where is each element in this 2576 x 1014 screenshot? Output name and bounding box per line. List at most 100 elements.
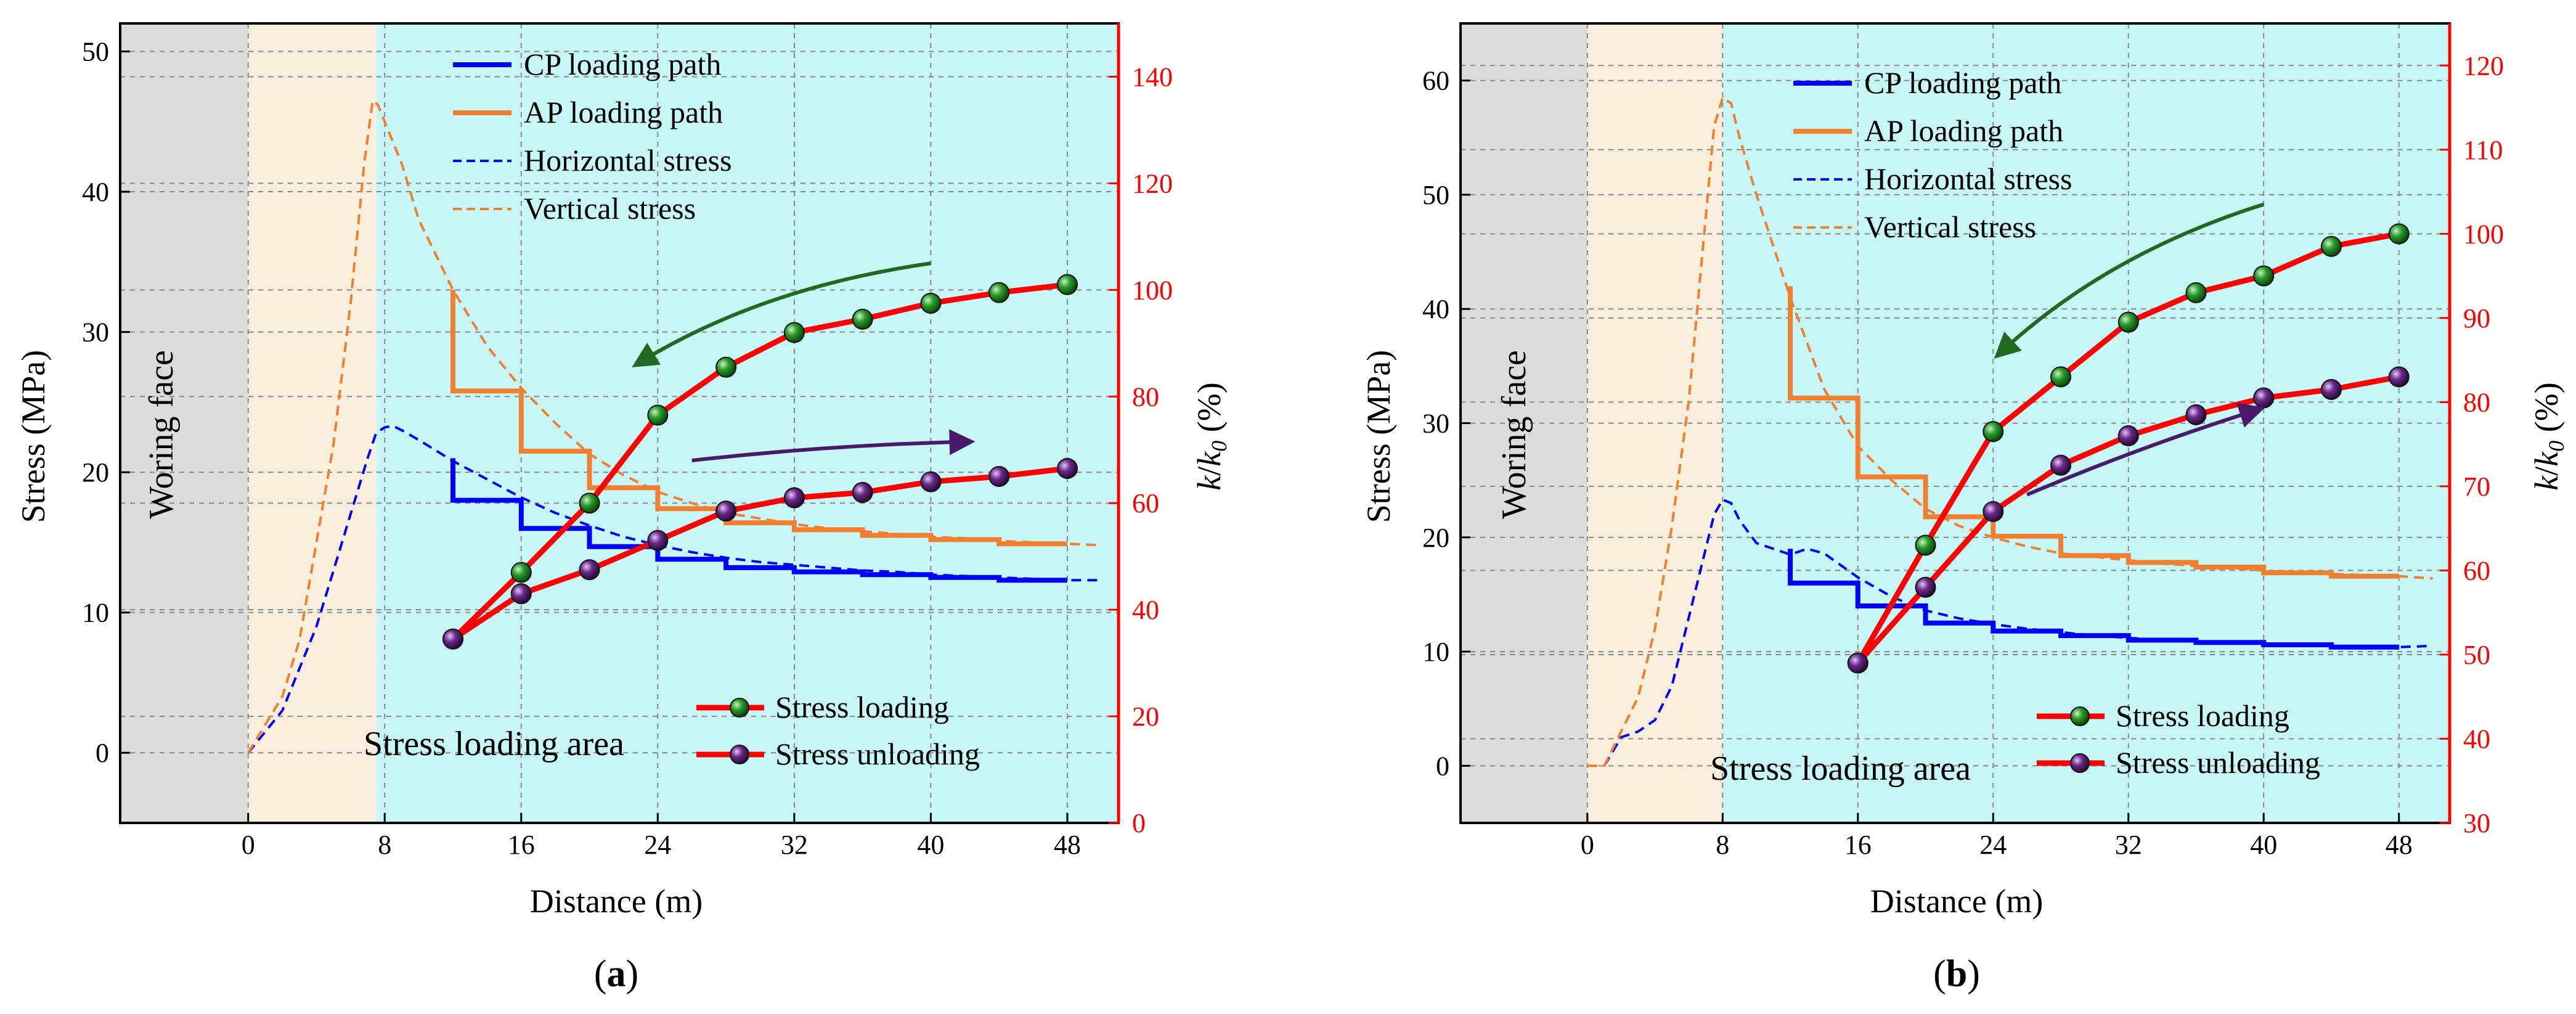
panel-label: (a): [594, 953, 638, 995]
x-tick-label: 8: [378, 830, 391, 860]
panel-a: Distance (m) Stress (MPa) k/k0 (%) (a) W…: [15, 22, 1231, 995]
stress-loading-area-label: Stress loading area: [364, 725, 624, 763]
cp-loading-path-line: [450, 458, 1067, 583]
horizontal-stress-line: [247, 425, 1102, 754]
y2-tick-label: 40: [1132, 595, 1159, 625]
x-tick-label: 24: [1979, 830, 2007, 860]
y2-tick-label: 90: [2463, 303, 2490, 333]
x-tick-label: 16: [1844, 830, 1872, 860]
stress-loading-area-label: Stress loading area: [1710, 750, 1971, 788]
y-tick-label: 30: [82, 317, 109, 348]
stress-unloading-point: [1056, 457, 1078, 479]
y2-tick-label: 0: [1132, 808, 1146, 838]
stress-loading-point: [2185, 282, 2207, 303]
legend-entry: Stress loading: [2116, 698, 2289, 733]
stress-loading-point: [852, 308, 873, 330]
y2-tick-label: 120: [1132, 168, 1173, 198]
y2-tick-label: 40: [2463, 724, 2490, 754]
stress-unloading-point: [442, 628, 463, 650]
stress-unloading-point: [783, 487, 805, 509]
vertical-stress-line: [1587, 96, 2433, 767]
y-tick-label: 10: [1422, 637, 1449, 667]
y2-tick-label: 70: [2463, 472, 2490, 502]
legend-top: CP loading path AP loading path Horizontal…: [1793, 65, 2072, 244]
x-tick-label: 48: [2386, 830, 2413, 860]
x-axis-label: Distance (m): [530, 883, 703, 920]
stress-loading-point: [579, 493, 600, 514]
x-tick-label: 32: [781, 830, 808, 860]
y2-axis-label: k/k0 (%): [1191, 382, 1231, 490]
legend-top: CP loading path AP loading path Horizontal…: [453, 47, 732, 226]
y2-tick-label: 100: [2463, 219, 2504, 249]
legend-entry: Vertical stress: [524, 191, 696, 226]
vertical-stress-line: [247, 98, 1102, 754]
working-face-zone: [120, 23, 248, 823]
y2-tick-label: 110: [2463, 135, 2503, 165]
stress-loading-point: [2388, 223, 2410, 245]
x-tick-label: 48: [1054, 830, 1081, 860]
legend-entry: AP loading path: [524, 95, 723, 129]
stress-unloading-point: [2050, 454, 2071, 476]
panel-b: Distance (m) Stress (MPa) k/k0 (%) (b) W…: [1360, 22, 2569, 995]
y-tick-label: 60: [1422, 66, 1449, 96]
stress-unloading-point: [1983, 501, 2004, 522]
y2-tick-label: 80: [2463, 387, 2490, 417]
working-face-label: Woring face: [142, 350, 181, 519]
stress-loading-point: [2117, 311, 2139, 333]
y2-tick-label: 140: [1132, 62, 1173, 92]
y-tick-label: 40: [82, 177, 109, 207]
stress-unloading-point: [988, 465, 1010, 487]
stress-loading-point: [1915, 534, 1936, 556]
panel-label: (b): [1933, 953, 1980, 995]
legend-marker: [730, 698, 749, 718]
x-axis-label: Distance (m): [1870, 883, 2043, 920]
x-tick-label: 0: [1581, 830, 1594, 860]
stress-loading-point: [2320, 235, 2342, 257]
ap-loading-path-line: [450, 290, 1067, 547]
transition-zone: [248, 23, 377, 823]
y-tick-label: 0: [1436, 751, 1449, 781]
stress-unloading-point: [2185, 404, 2207, 425]
legend-entry: Vertical stress: [1864, 210, 2036, 244]
legend-entry: Stress loading: [775, 690, 949, 724]
y-tick-label: 50: [82, 37, 109, 67]
x-tick-label: 0: [242, 830, 255, 860]
legend-entry: AP loading path: [1864, 113, 2063, 148]
stress-loading-point: [715, 356, 737, 378]
stress-unloading-point: [1847, 652, 1869, 674]
y-tick-label: 0: [96, 738, 109, 768]
stress-loading-point: [647, 404, 669, 426]
y-axis-label: Stress (MPa): [1360, 350, 1397, 523]
y2-axis-label: k/k0 (%): [2528, 382, 2569, 490]
stress-unloading-point: [647, 529, 669, 551]
stress-unloading-point: [920, 471, 942, 493]
y-tick-label: 10: [82, 598, 109, 628]
stress-unloading-point: [2117, 425, 2139, 446]
stress-unloading-point: [2253, 387, 2275, 409]
legend-entry: CP loading path: [524, 47, 721, 81]
legend-entry: Stress unloading: [775, 737, 980, 771]
unloading-direction-arrow: [2026, 403, 2265, 497]
x-tick-label: 32: [2115, 830, 2142, 860]
stress-loading-point: [988, 282, 1010, 303]
working-face-label: Woring face: [1495, 350, 1533, 519]
y2-tick-label: 20: [1132, 701, 1159, 732]
stress-unloading-point: [579, 559, 600, 581]
stress-unloading-point: [2388, 366, 2410, 388]
x-tick-label: 24: [644, 830, 671, 860]
x-tick-label: 8: [1716, 830, 1729, 860]
y-tick-label: 40: [1422, 294, 1449, 324]
legend-entry: Horizontal stress: [1864, 162, 2072, 196]
legend-entry: Horizontal stress: [524, 143, 732, 178]
y2-tick-label: 120: [2463, 51, 2504, 81]
loading-direction-arrow: [1994, 202, 2265, 359]
transition-zone: [1587, 23, 1723, 823]
y2-tick-label: 60: [2463, 555, 2490, 586]
legend-bottom: Stress loading Stress unloading: [2037, 698, 2320, 780]
stress-loading-point: [2253, 265, 2275, 287]
loading-direction-arrow: [632, 261, 931, 367]
stress-loading-zone: [376, 23, 1119, 823]
y-tick-label: 20: [1422, 523, 1449, 553]
stress-loading-point: [1983, 421, 2004, 443]
